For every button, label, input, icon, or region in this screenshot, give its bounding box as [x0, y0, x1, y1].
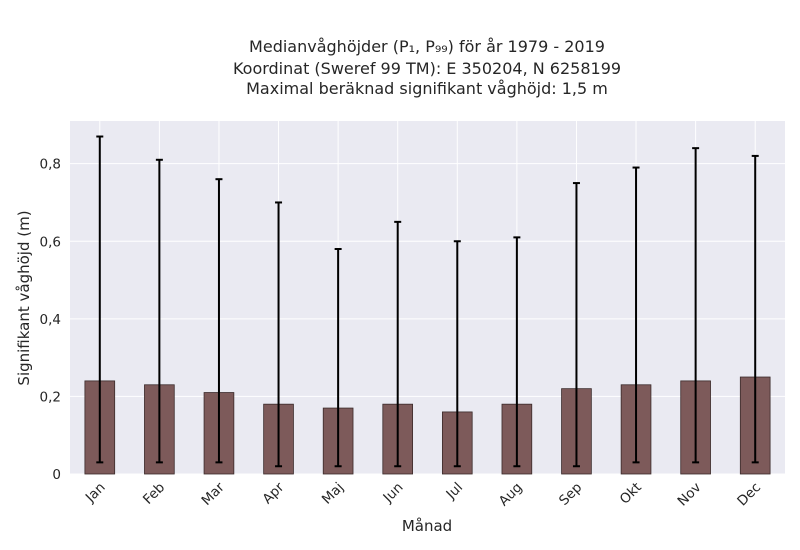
x-axis-label: Månad: [402, 517, 452, 535]
x-tick-label: Mar: [198, 479, 228, 509]
x-tick-label: Dec: [734, 480, 764, 510]
chart-title-line-3: Maximal beräknad signifikant våghöjd: 1,…: [246, 79, 608, 98]
x-tick-label: Feb: [140, 480, 168, 508]
error-bar-jun: [394, 220, 402, 468]
chart-title-line-2: Koordinat (Sweref 99 TM): E 350204, N 62…: [233, 59, 621, 78]
error-bar-mar: [215, 178, 223, 464]
x-tick-label: Maj: [319, 480, 347, 508]
error-bar-apr: [275, 201, 283, 468]
error-bar-dec: [751, 154, 759, 464]
x-tick-label: Jan: [82, 480, 109, 507]
plot-area: [70, 121, 785, 474]
y-tick-label: 0,4: [40, 312, 61, 328]
error-bar-nov: [692, 147, 700, 464]
x-axis-ticks: Jan Feb Mar Apr Maj Jun Jul Aug Sep Okt Nov Dec: [82, 479, 764, 509]
chart-title: Medianvåghöjder (P₁, P₉₉) för år 1979 - …: [233, 37, 621, 98]
chart-title-line-1: Medianvåghöjder (P₁, P₉₉) för år 1979 - …: [249, 37, 605, 56]
x-tick-label: Jul: [443, 480, 467, 504]
x-tick-label: Okt: [617, 480, 645, 508]
error-bar-jul: [453, 240, 461, 468]
y-axis-label: Signifikant våghöjd (m): [15, 210, 33, 385]
x-tick-label: Sep: [556, 480, 585, 509]
x-tick-label: Jun: [380, 480, 407, 507]
error-bar-okt: [632, 166, 640, 464]
x-tick-label: Nov: [675, 480, 705, 510]
x-tick-label: Apr: [260, 479, 288, 507]
y-tick-label: 0,8: [40, 157, 61, 173]
y-axis-ticks: 0 0,2 0,4 0,6 0,8: [40, 157, 61, 483]
y-tick-label: 0,6: [40, 234, 61, 250]
x-tick-label: Aug: [496, 480, 526, 510]
y-tick-label: 0: [52, 467, 61, 483]
error-bar-maj: [334, 248, 342, 468]
error-bar-jan: [96, 135, 104, 464]
error-bar-feb: [155, 158, 163, 464]
error-bars: [96, 135, 759, 468]
y-tick-label: 0,2: [40, 389, 61, 405]
error-bar-aug: [513, 236, 521, 468]
error-bar-sep: [572, 182, 580, 468]
